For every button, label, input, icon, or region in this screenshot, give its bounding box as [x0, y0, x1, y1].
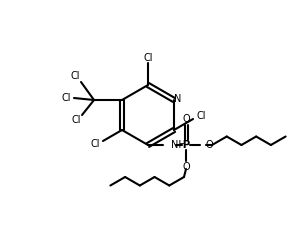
Text: P: P [182, 140, 190, 150]
Text: Cl: Cl [70, 71, 80, 81]
Text: O: O [182, 162, 190, 172]
Text: O: O [205, 140, 213, 150]
Text: NH: NH [171, 140, 186, 150]
Text: Cl: Cl [143, 53, 153, 63]
Text: Cl: Cl [196, 111, 206, 121]
Text: N: N [174, 94, 182, 104]
Text: Cl: Cl [71, 115, 81, 125]
Text: O: O [182, 114, 190, 124]
Text: Cl: Cl [90, 139, 100, 149]
Text: Cl: Cl [61, 93, 71, 103]
